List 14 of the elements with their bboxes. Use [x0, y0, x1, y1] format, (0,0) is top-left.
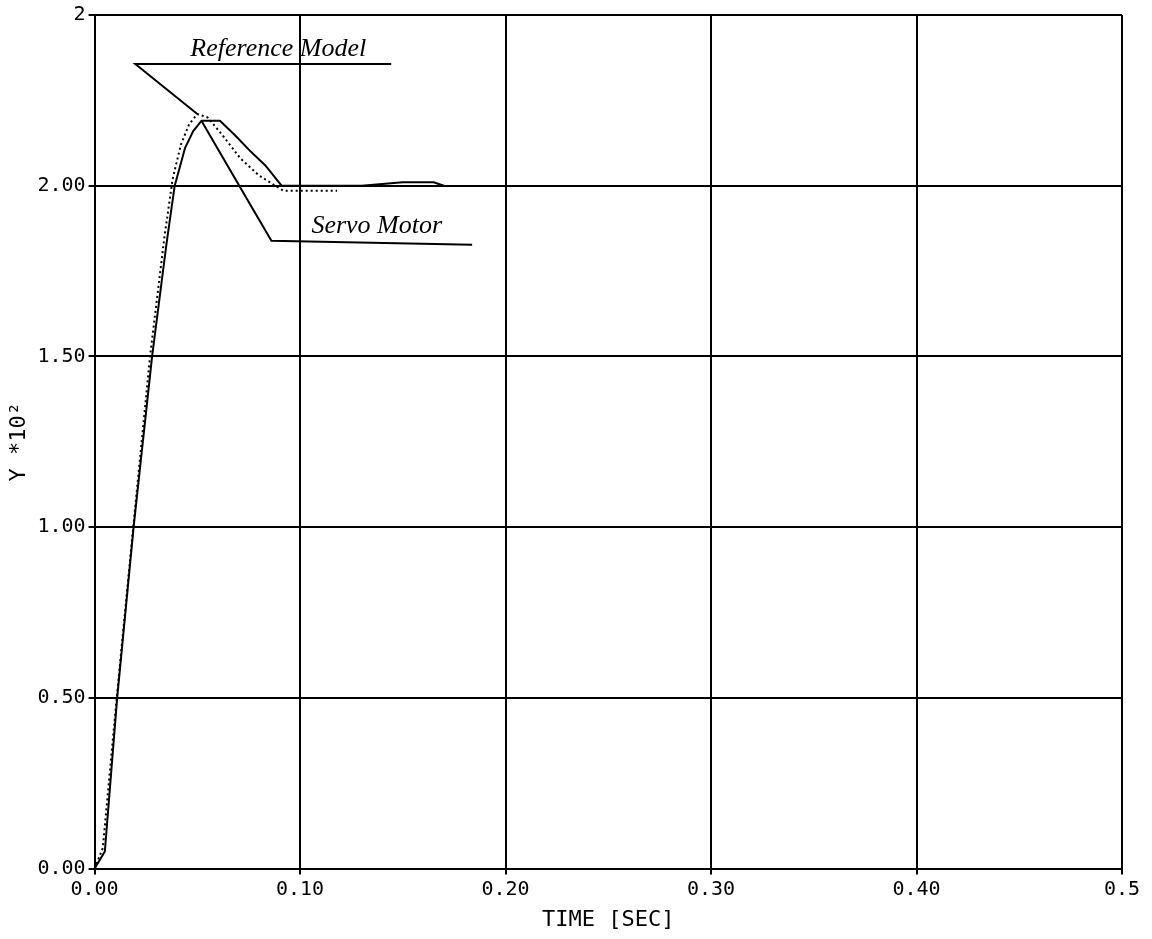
- y-tick-label: 2.00: [37, 171, 86, 196]
- y-tick-label: 1.00: [37, 513, 86, 538]
- annotation: Servo Motor: [311, 209, 443, 239]
- annotation: Reference Model: [189, 33, 367, 63]
- x-tick-label: 0.40: [892, 875, 941, 900]
- y-tick-label: 1.50: [37, 342, 86, 367]
- x-axis-title: TIME [SEC]: [542, 905, 675, 931]
- x-tick-label: 0.20: [481, 875, 530, 900]
- y-tick-label: 0.50: [37, 684, 86, 709]
- x-tick-label: 0.5: [1103, 875, 1141, 900]
- y-axis-title: Y *10²: [4, 402, 30, 482]
- y-tick-label: 2: [73, 1, 86, 26]
- x-tick-label: 0.30: [686, 875, 736, 900]
- x-tick-label: 0.10: [275, 875, 325, 900]
